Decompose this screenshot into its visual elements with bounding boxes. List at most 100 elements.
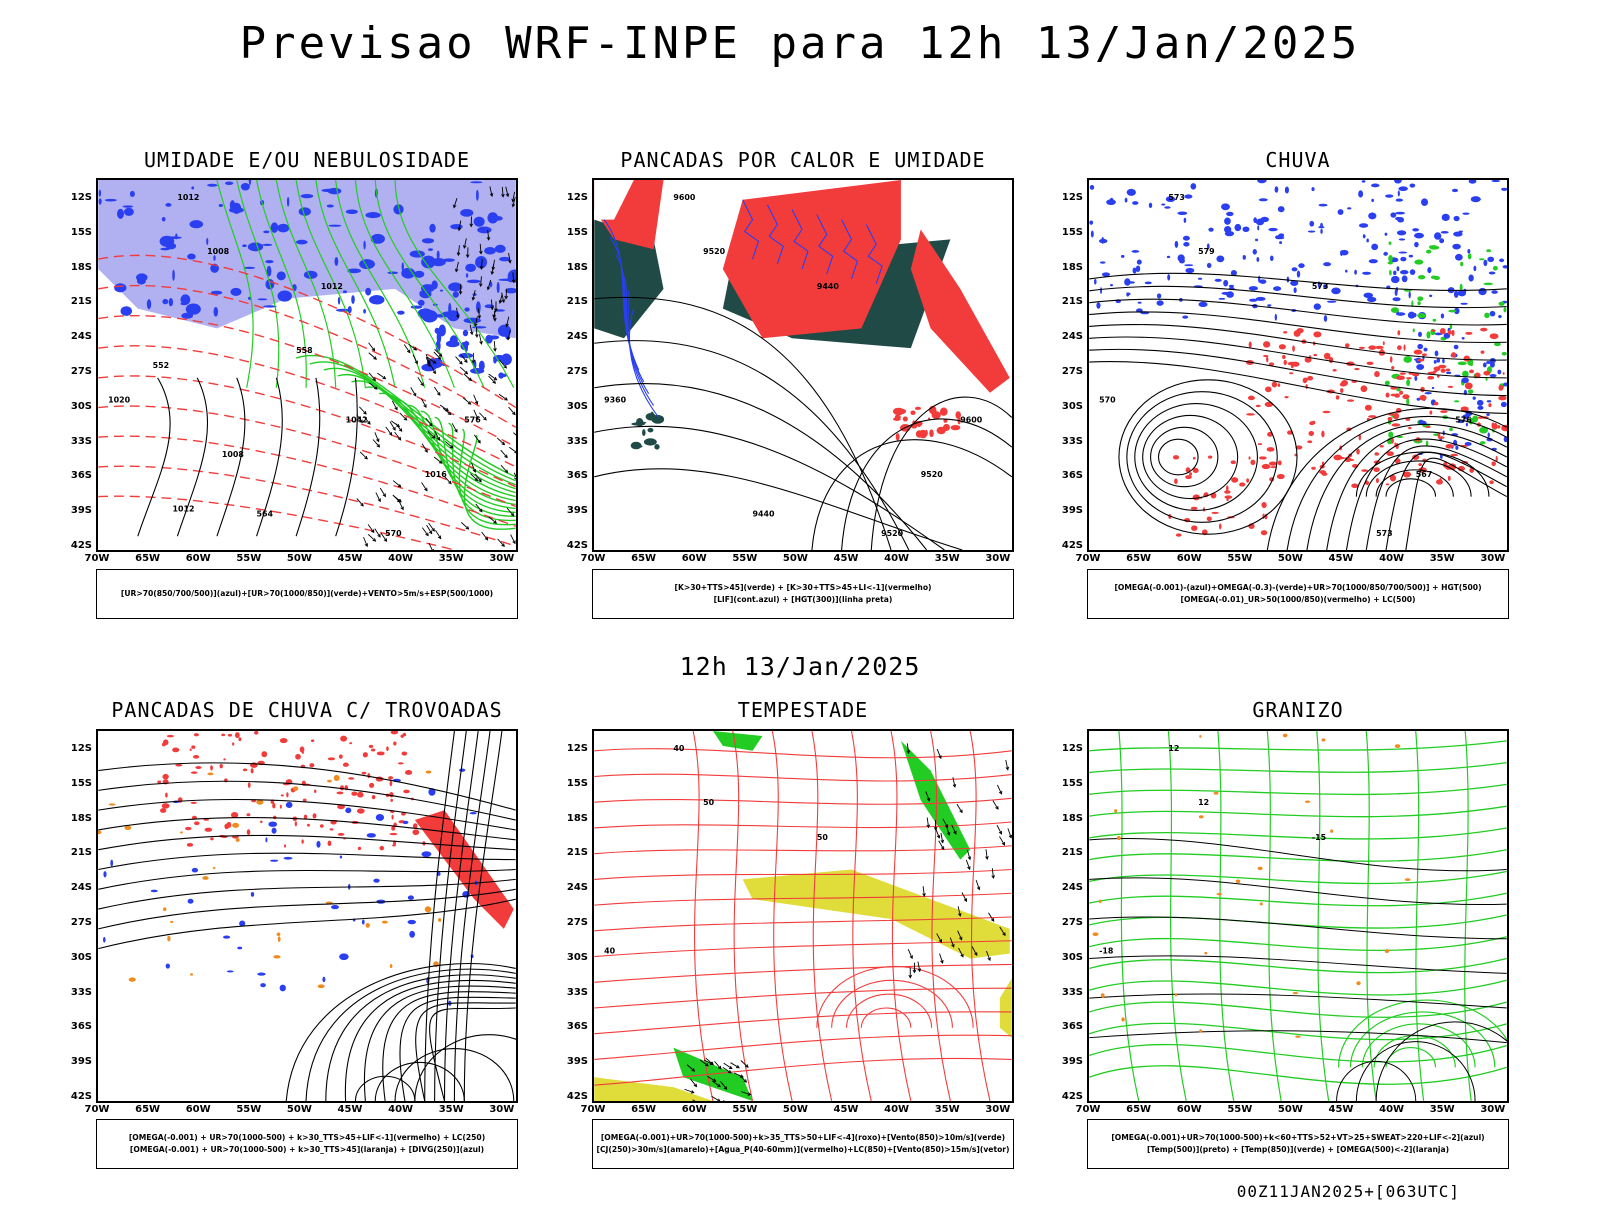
longitude-tick-label: 50W: [1275, 1104, 1305, 1115]
legend-line: [OMEGA(-0.001)-(azul)+OMEGA(-0.3)-(verde…: [1114, 582, 1481, 594]
field-patch: [1397, 230, 1406, 235]
latitude-tick-label: 42S: [66, 1091, 92, 1102]
longitude-tick-label: 50W: [284, 553, 314, 564]
field-patch: [1215, 279, 1222, 282]
field-patch: [1438, 365, 1446, 369]
field-patch: [1101, 237, 1104, 244]
field-patch: [318, 984, 325, 988]
field-patch: [343, 763, 349, 767]
field-patch: [1193, 457, 1196, 460]
field-patch: [1283, 734, 1288, 738]
latitude-tick-label: 42S: [1057, 1091, 1083, 1102]
field-patch: [320, 824, 324, 828]
field-patch: [1390, 212, 1396, 217]
field-patch: [103, 871, 106, 877]
field-patch: [242, 244, 247, 247]
contour-line: [1089, 806, 1506, 817]
contour-line: [594, 1035, 1011, 1059]
contour-line: [98, 496, 515, 550]
field-patch: [1309, 221, 1314, 227]
latitude-tick-label: 15S: [1057, 227, 1083, 238]
field-patch: [339, 755, 343, 759]
legend-line: [K>30+TTS>45](verde) + [K>30+TTS>45+LI<-…: [674, 582, 931, 594]
latitude-tick-label: 15S: [66, 778, 92, 789]
field-patch: [1224, 490, 1231, 494]
field-patch: [1392, 297, 1400, 301]
field-patch: [1183, 236, 1190, 241]
field-patch: [463, 341, 469, 346]
field-patch: [1127, 189, 1136, 196]
field-patch: [1226, 291, 1234, 298]
contour-line: [594, 774, 1011, 781]
field-patch: [1164, 206, 1170, 209]
field-patch: [1477, 400, 1484, 406]
field-patch: [1406, 379, 1410, 386]
contour-line: [1366, 731, 1376, 1101]
contour-label: 573: [1168, 193, 1185, 202]
latitude-tick-label: 36S: [66, 470, 92, 481]
legend-box: [OMEGA(-0.001)+UR>70(1000-500)+k<60+TTS>…: [1087, 1119, 1509, 1169]
field-patch: [191, 745, 195, 749]
field-patch: [1137, 260, 1142, 265]
longitude-tick-label: 55W: [234, 553, 264, 564]
field-patch: [367, 833, 376, 838]
field-patch: [1410, 269, 1416, 275]
wind-vector: [422, 528, 428, 536]
field-patch: [1359, 223, 1368, 228]
longitude-tick-label: 60W: [679, 1104, 709, 1115]
latitude-tick-label: 36S: [562, 1021, 588, 1032]
field-patch: [1121, 1017, 1124, 1021]
contour-line: [1386, 1048, 1435, 1068]
field-patch: [328, 841, 332, 847]
longitude-tick-label: 35W: [1427, 1104, 1457, 1115]
field-patch: [1385, 233, 1388, 236]
latitude-tick-label: 39S: [66, 1056, 92, 1067]
contour-label: 579: [1198, 247, 1215, 256]
field-patch: [1388, 261, 1393, 264]
field-patch: [1499, 259, 1504, 263]
field-patch: [390, 799, 393, 802]
field-patch: [1391, 394, 1397, 397]
field-patch: [165, 793, 168, 798]
field-patch: [1390, 356, 1393, 363]
field-patch: [365, 288, 371, 296]
field-patch: [272, 828, 277, 834]
contour-line: [1089, 878, 1506, 905]
field-patch: [1318, 226, 1324, 228]
contour-line: [693, 731, 713, 1101]
field-patch: [1294, 330, 1301, 337]
field-patch: [330, 828, 334, 830]
longitude-tick-label: 60W: [679, 553, 709, 564]
field-patch: [1199, 735, 1201, 738]
longitude-tick-label: 50W: [780, 553, 810, 564]
contour-line: [594, 798, 1011, 804]
contour-label: 576: [1455, 415, 1472, 424]
field-patch: [110, 860, 113, 867]
longitude-tick-label: 30W: [487, 553, 517, 564]
contour-label: 9520: [921, 470, 944, 479]
field-patch: [1446, 369, 1451, 372]
longitude-tick-label: 60W: [183, 1104, 213, 1115]
field-patch: [1292, 345, 1295, 351]
field-patch: [1094, 279, 1097, 285]
contour-label: 573: [1312, 282, 1329, 291]
field-patch: [322, 977, 325, 983]
field-patch: [418, 300, 425, 306]
field-patch: [1361, 469, 1368, 472]
field-patch: [1497, 425, 1500, 428]
latitude-tick-label: 30S: [1057, 952, 1083, 963]
field-patch: [1167, 256, 1170, 258]
latitude-tick-label: 21S: [1057, 296, 1083, 307]
field-patch: [1218, 298, 1225, 300]
field-patch: [363, 752, 368, 757]
field-patch: [287, 197, 289, 207]
field-patch: [929, 429, 934, 437]
field-patch: [301, 839, 303, 843]
field-patch: [1490, 374, 1497, 377]
field-patch: [647, 428, 653, 433]
field-patch: [1303, 378, 1308, 382]
field-patch: [1398, 190, 1400, 196]
